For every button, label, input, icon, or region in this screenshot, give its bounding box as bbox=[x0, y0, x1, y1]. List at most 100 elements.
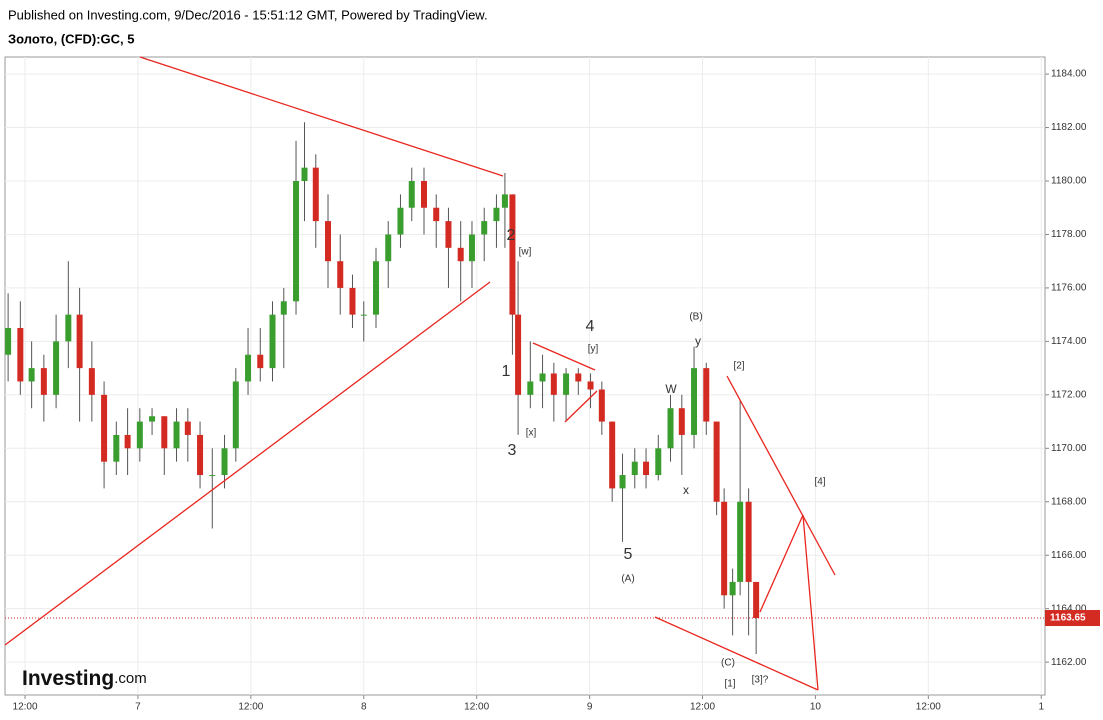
candle-body bbox=[753, 581, 760, 619]
candles bbox=[5, 122, 760, 655]
trend-line bbox=[532, 342, 596, 371]
candle-body bbox=[325, 221, 332, 262]
candle-body bbox=[598, 389, 605, 422]
y-tick-label: 1162.00 bbox=[1051, 657, 1087, 668]
axes: 1162.001164.001166.001168.001170.001172.… bbox=[5, 69, 1100, 713]
logo: Investing.com bbox=[22, 667, 147, 690]
y-tick-label: 1176.00 bbox=[1051, 283, 1087, 294]
wave-label: (A) bbox=[621, 574, 634, 585]
trend-line bbox=[139, 56, 504, 177]
y-tick-label: 1178.00 bbox=[1051, 229, 1087, 240]
y-tick-label: 1170.00 bbox=[1051, 443, 1087, 454]
x-tick-label: 12:00 bbox=[690, 702, 715, 713]
candle-body bbox=[149, 416, 156, 422]
y-tick-label: 1174.00 bbox=[1051, 336, 1087, 347]
candle-body bbox=[745, 501, 752, 582]
wave-label: [1] bbox=[724, 679, 735, 690]
plot-frame bbox=[4, 56, 1046, 696]
candle-body bbox=[53, 341, 60, 395]
wave-label: [w] bbox=[519, 247, 532, 258]
trend-lines bbox=[4, 56, 836, 691]
candle-body bbox=[420, 181, 427, 208]
x-tick-label: 12:00 bbox=[916, 702, 941, 713]
candle-body bbox=[385, 234, 392, 262]
candle-body bbox=[5, 328, 12, 355]
wave-label: 4 bbox=[586, 318, 595, 335]
wave-label: [4] bbox=[814, 477, 825, 488]
last-price-label: 1163.65 bbox=[1050, 613, 1086, 624]
grid bbox=[5, 57, 1045, 695]
candle-body bbox=[197, 434, 204, 476]
candle-body bbox=[445, 221, 452, 248]
candle-body bbox=[457, 247, 464, 262]
x-tick-label: 12:00 bbox=[464, 702, 489, 713]
candle-body bbox=[184, 421, 191, 435]
candle-body bbox=[678, 408, 685, 435]
candle-body bbox=[17, 328, 24, 382]
wave-label: (C) bbox=[721, 658, 735, 669]
candle-body bbox=[515, 314, 522, 395]
candle-body bbox=[527, 381, 534, 395]
wave-label: [x] bbox=[526, 428, 537, 439]
candle-body bbox=[563, 373, 570, 395]
trend-line bbox=[564, 390, 598, 423]
candle-body bbox=[232, 381, 239, 449]
candle-body bbox=[587, 381, 594, 390]
candle-body bbox=[433, 207, 440, 222]
chart-title: Золото, (CFD):GC, 5 bbox=[8, 31, 134, 46]
wave-label: [3]? bbox=[752, 675, 769, 686]
candle-body bbox=[408, 181, 415, 208]
candle-body bbox=[729, 581, 736, 596]
wave-label: [2] bbox=[733, 361, 744, 372]
candle-body bbox=[373, 261, 380, 315]
x-tick-label: 8 bbox=[361, 702, 367, 713]
candle-body bbox=[28, 368, 35, 382]
wave-label: 3 bbox=[508, 442, 517, 459]
candle-body bbox=[257, 354, 264, 369]
x-tick-label: 1 bbox=[1038, 702, 1044, 713]
last-price-tag bbox=[1045, 610, 1100, 627]
x-tick-label: 12:00 bbox=[13, 702, 38, 713]
candle-body bbox=[737, 501, 744, 582]
y-tick-label: 1184.00 bbox=[1051, 69, 1087, 80]
y-tick-label: 1182.00 bbox=[1051, 122, 1087, 133]
candle-body bbox=[209, 475, 216, 477]
x-tick-label: 9 bbox=[587, 702, 593, 713]
candle-body bbox=[509, 194, 516, 315]
candle-body bbox=[481, 221, 488, 235]
y-tick-label: 1172.00 bbox=[1051, 389, 1087, 400]
wave-label: 1 bbox=[502, 363, 511, 380]
candle-body bbox=[101, 394, 108, 462]
wave-label: [y] bbox=[588, 344, 599, 355]
candle-body bbox=[88, 368, 95, 395]
wave-label: 5 bbox=[624, 546, 633, 563]
trend-line bbox=[726, 375, 836, 576]
candle-body bbox=[360, 314, 367, 316]
candle-body bbox=[643, 461, 650, 476]
wave-label: 2 bbox=[507, 227, 516, 244]
candle-body bbox=[40, 368, 47, 395]
trend-line bbox=[759, 514, 819, 691]
trend-line bbox=[4, 281, 491, 646]
y-tick-label: 1166.00 bbox=[1051, 550, 1087, 561]
candle-body bbox=[501, 194, 508, 208]
wave-label: y bbox=[695, 334, 701, 348]
candle-body bbox=[245, 354, 252, 382]
candle-body bbox=[550, 373, 557, 395]
x-tick-label: 7 bbox=[135, 702, 141, 713]
candle-body bbox=[349, 287, 356, 315]
candle-body bbox=[691, 368, 698, 435]
candle-body bbox=[221, 448, 228, 476]
candle-body bbox=[65, 314, 72, 342]
candle-body bbox=[301, 167, 308, 182]
candle-body bbox=[713, 421, 720, 502]
logo-brand: Investing bbox=[22, 667, 114, 690]
y-tick-label: 1168.00 bbox=[1051, 496, 1087, 507]
candle-body bbox=[312, 167, 319, 222]
wave-labels: 2 [w] 4 [y] 1 [x] 3 5 (A) (B) y W x [2] … bbox=[502, 227, 826, 689]
wave-label: W bbox=[665, 382, 677, 396]
x-tick-label: 10 bbox=[810, 702, 822, 713]
candle-body bbox=[703, 368, 710, 422]
candle-body bbox=[655, 448, 662, 476]
